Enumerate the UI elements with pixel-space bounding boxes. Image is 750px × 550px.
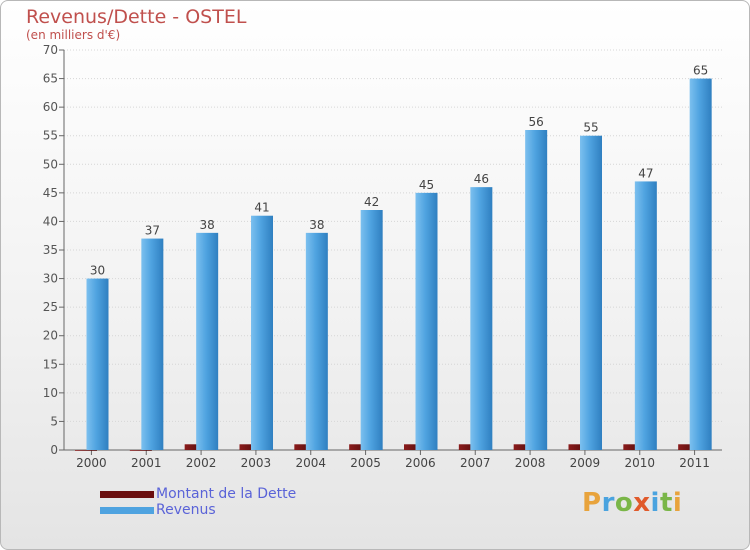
- y-tick-label: 35: [43, 243, 58, 257]
- logo-letter: t: [659, 488, 673, 518]
- data-label-revenus: 37: [145, 224, 160, 238]
- y-tick-label: 15: [43, 357, 58, 371]
- x-tick-label: 2008: [515, 456, 546, 470]
- x-tick-label: 2000: [76, 456, 107, 470]
- data-label-revenus: 41: [254, 201, 269, 215]
- legend-swatch-revenus: [100, 506, 154, 514]
- y-tick-label: 40: [43, 214, 58, 228]
- legend-item-revenus: Revenus: [100, 502, 296, 518]
- legend-label-revenus: Revenus: [156, 502, 216, 518]
- data-label-revenus: 45: [419, 178, 434, 192]
- bar-dette: [623, 444, 646, 450]
- y-tick-label: 10: [43, 386, 58, 400]
- bar-dette: [75, 450, 97, 451]
- data-label-revenus: 55: [583, 121, 598, 135]
- data-label-revenus: 46: [474, 172, 489, 186]
- y-tick-label: 60: [43, 100, 58, 114]
- logo-letter: i: [672, 488, 683, 518]
- bar-dette: [184, 444, 207, 450]
- data-label-revenus: 42: [364, 195, 379, 209]
- y-tick-label: 45: [43, 186, 58, 200]
- chart-subtitle: (en milliers d'€): [26, 28, 121, 42]
- bar-revenus: [251, 215, 273, 450]
- y-tick-label: 50: [43, 157, 58, 171]
- bar-revenus: [470, 187, 493, 450]
- legend: Montant de la Dette Revenus: [100, 486, 296, 518]
- x-tick-label: 2011: [679, 456, 710, 470]
- chart-title: Revenus/Dette - OSTEL: [26, 6, 247, 28]
- x-tick-label: 2007: [460, 456, 491, 470]
- data-label-revenus: 56: [529, 115, 544, 129]
- bar-revenus: [525, 130, 548, 450]
- y-tick-label: 5: [50, 414, 58, 428]
- data-label-revenus: 38: [200, 218, 215, 232]
- bar-dette: [458, 444, 481, 450]
- bar-revenus: [196, 232, 219, 450]
- proxiti-logo: Proxiti: [582, 488, 682, 518]
- data-label-revenus: 65: [693, 64, 708, 78]
- bar-dette: [513, 444, 536, 450]
- data-label-revenus: 30: [90, 264, 105, 278]
- bar-dette: [678, 444, 701, 450]
- bar-revenus: [360, 210, 383, 450]
- bar-revenus: [415, 192, 438, 450]
- logo-letter: x: [633, 488, 651, 518]
- y-tick-label: 0: [50, 443, 58, 457]
- legend-swatch-dette: [100, 490, 154, 498]
- legend-item-dette: Montant de la Dette: [100, 486, 296, 502]
- x-tick-label: 2009: [570, 456, 601, 470]
- logo-letter: P: [582, 488, 602, 518]
- y-tick-label: 20: [43, 329, 58, 343]
- bar-revenus: [580, 135, 602, 450]
- x-tick-label: 2004: [295, 456, 326, 470]
- x-tick-label: 2002: [186, 456, 217, 470]
- bar-revenus: [141, 238, 164, 450]
- bar-dette: [129, 450, 152, 451]
- x-tick-label: 2001: [131, 456, 162, 470]
- x-tick-label: 2010: [624, 456, 655, 470]
- x-tick-label: 2003: [241, 456, 272, 470]
- bar-revenus: [689, 78, 712, 451]
- y-tick-label: 25: [43, 300, 58, 314]
- bar-revenus: [634, 181, 657, 450]
- data-label-revenus: 47: [638, 166, 653, 180]
- y-tick-label: 55: [43, 129, 58, 143]
- bar-dette: [294, 444, 317, 450]
- bar-dette: [404, 444, 426, 450]
- logo-letter: i: [650, 488, 660, 518]
- y-tick-label: 30: [43, 272, 58, 286]
- legend-label-dette: Montant de la Dette: [156, 486, 297, 502]
- data-label-revenus: 38: [309, 218, 324, 232]
- logo-letter: r: [601, 488, 615, 518]
- y-tick-label: 70: [43, 43, 58, 57]
- logo-letter: o: [614, 488, 634, 518]
- y-tick-label: 65: [43, 72, 58, 86]
- bar-dette: [239, 444, 262, 450]
- x-tick-label: 2006: [405, 456, 436, 470]
- x-tick-label: 2005: [350, 456, 381, 470]
- bar-dette: [349, 444, 372, 450]
- bar-dette: [568, 444, 591, 450]
- bar-revenus: [305, 232, 328, 450]
- bar-revenus: [86, 278, 109, 450]
